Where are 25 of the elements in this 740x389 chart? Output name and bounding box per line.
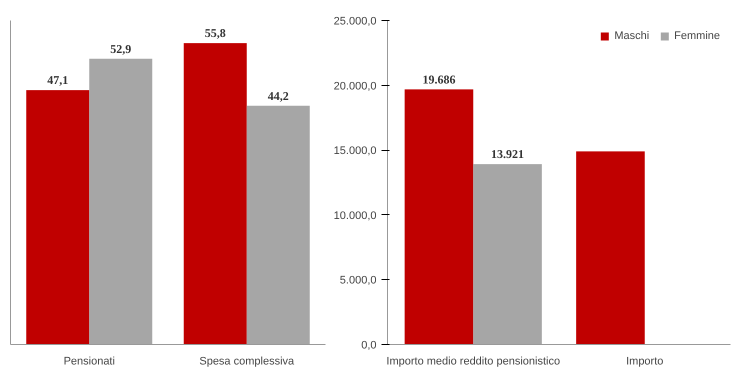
bar — [26, 90, 90, 344]
data-label: 47,1 — [47, 73, 68, 88]
bar — [576, 151, 645, 344]
data-label: 13.921 — [491, 147, 524, 162]
x-tick-label: Importo medio reddito pensionistico — [386, 356, 560, 368]
x-tick-label: Importo — [626, 356, 664, 368]
data-label: 55,8 — [204, 26, 226, 40]
bar — [89, 58, 152, 344]
data-label: 52,9 — [110, 42, 132, 56]
legend-label: Femmine — [674, 30, 720, 42]
data-label: 44,2 — [268, 88, 289, 103]
bar — [184, 43, 247, 344]
x-tick-label: Spesa complessiva — [199, 356, 296, 368]
bar — [246, 106, 310, 344]
y-tick-label: 10.000,0 — [334, 210, 377, 222]
data-label: 19.686 — [422, 72, 456, 86]
x-tick-label: Pensionati — [64, 356, 115, 368]
y-tick-label: 5.000,0 — [340, 274, 376, 287]
y-tick-label: 20.000,0 — [334, 80, 377, 92]
bar — [404, 89, 474, 344]
bar — [473, 164, 542, 344]
y-tick-label: 15.000,0 — [334, 145, 377, 158]
y-tick-label: 0,0 — [361, 340, 377, 352]
y-tick-label: 25.000,0 — [334, 16, 377, 28]
legend-label: Maschi — [614, 30, 650, 42]
